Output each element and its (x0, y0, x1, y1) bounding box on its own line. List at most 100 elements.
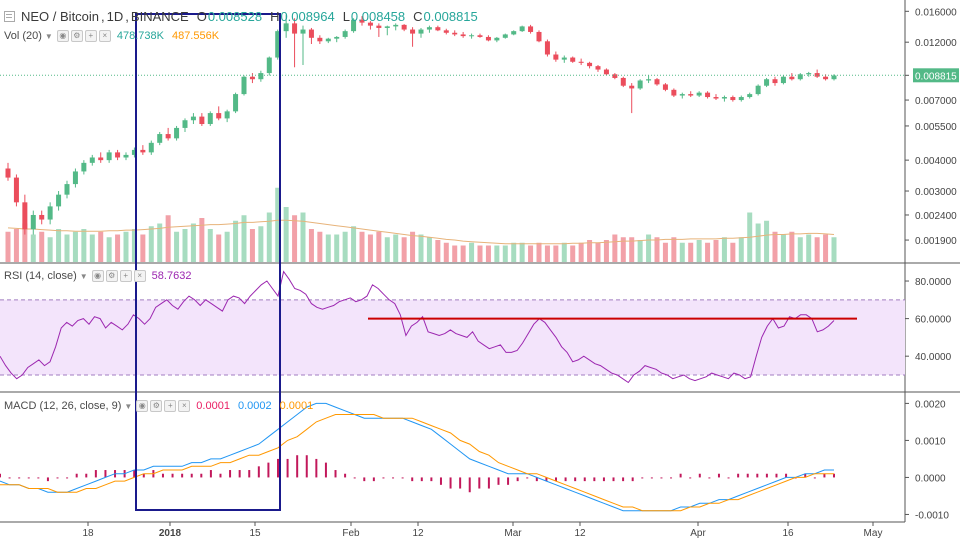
volume-bar (780, 234, 786, 262)
candle-body (570, 57, 576, 62)
volume-bar (696, 240, 702, 262)
volume-bar (806, 234, 812, 262)
volume-bar (662, 242, 668, 262)
volume-bar (190, 223, 196, 262)
volume-bar (561, 242, 567, 262)
volume-bar (13, 229, 19, 262)
eye-icon[interactable]: ◉ (136, 400, 149, 412)
time-tick-label: Apr (690, 528, 706, 539)
candle-body (595, 66, 601, 70)
volume-bar (300, 212, 306, 262)
volume-bar (334, 234, 340, 262)
candle-body (587, 62, 593, 67)
candle-body (376, 25, 382, 28)
time-tick-label: 12 (574, 528, 586, 539)
symbol-name[interactable]: NEO / Bitcoin (21, 9, 100, 24)
candle-body (721, 97, 727, 99)
candle-body (39, 214, 45, 220)
candle-body (637, 80, 643, 89)
price-tick-label: 0.012000 (915, 38, 957, 49)
volume-bar (544, 245, 550, 262)
volume-bar (39, 231, 45, 262)
candle-body (561, 57, 567, 60)
ohlc-value: 0.008528 (207, 9, 263, 24)
candle-body (688, 94, 694, 96)
candle-body (342, 31, 348, 37)
gear-icon[interactable]: ⚙ (70, 30, 83, 42)
volume-bar (502, 245, 508, 262)
candle-body (216, 113, 222, 119)
ohlc-key: C (413, 9, 423, 24)
volume-bar (384, 237, 390, 262)
volume-bar (115, 234, 121, 262)
rsi-value: 58.7632 (151, 270, 192, 282)
ohlc-values: O0.008528 H0.008964 L0.008458 C0.008815 (189, 9, 478, 24)
close-icon[interactable]: × (178, 400, 191, 412)
candle-body (266, 57, 272, 74)
volume-bar (603, 240, 609, 262)
volume-bar (182, 229, 188, 262)
candle-body (131, 149, 137, 155)
candle-body (755, 85, 761, 95)
time-tick-label: 15 (249, 528, 261, 539)
volume-bar (351, 226, 357, 262)
candle-body (401, 24, 407, 30)
volume-bar (233, 220, 239, 262)
volume-bar (738, 237, 744, 262)
volume-bar (106, 237, 112, 262)
gear-icon[interactable]: ⚙ (105, 270, 118, 282)
candle-body (5, 168, 11, 178)
plus-icon[interactable]: + (119, 270, 132, 282)
plus-icon[interactable]: + (84, 30, 97, 42)
volume-bar (688, 242, 694, 262)
candle-body (384, 26, 390, 28)
price-tick-label: 0.003000 (915, 187, 957, 198)
volume-bar (831, 237, 837, 262)
candle-body (460, 34, 466, 37)
candle-body (47, 206, 53, 220)
candle-body (578, 61, 584, 63)
volume-bar (536, 242, 542, 262)
candle-body (620, 77, 626, 86)
volume-bar (671, 237, 677, 262)
chevron-down-icon[interactable]: ▼ (44, 31, 53, 41)
candle-body (148, 142, 154, 153)
candle-body (241, 76, 247, 95)
volume-bar (477, 245, 483, 262)
volume-bar (823, 234, 829, 262)
eye-icon[interactable]: ◉ (91, 270, 104, 282)
gear-icon[interactable]: ⚙ (150, 400, 163, 412)
macd-values: 0.0001 0.0002 0.0001 (196, 400, 321, 412)
chevron-down-icon[interactable]: ▼ (79, 271, 88, 281)
rsi-label: RSI (14, close) (4, 270, 77, 282)
candle-body (13, 177, 19, 203)
volume-bar (30, 234, 36, 262)
candle-body (789, 76, 795, 80)
time-tick-label: 18 (82, 528, 94, 539)
interval[interactable]: 1D (106, 9, 124, 24)
candle-body (283, 23, 289, 32)
candle-body (671, 89, 677, 96)
plus-icon[interactable]: + (164, 400, 177, 412)
eye-icon[interactable]: ◉ (56, 30, 69, 42)
candle-body (64, 184, 70, 195)
volume-bar (56, 229, 62, 262)
close-icon[interactable]: × (98, 30, 111, 42)
volume-bar (308, 229, 314, 262)
close-icon[interactable]: × (133, 270, 146, 282)
volume-bar (47, 237, 53, 262)
candle-body (519, 26, 525, 32)
candle-body (292, 23, 298, 34)
candle-body (30, 214, 36, 230)
menu-icon[interactable] (4, 11, 15, 22)
volume-bar (325, 234, 331, 262)
candle-body (705, 92, 711, 98)
candle-body (654, 79, 660, 85)
volume-bar (494, 245, 500, 262)
volume-bar (72, 231, 78, 262)
candle-body (443, 30, 449, 33)
volume-bar (587, 240, 593, 262)
chevron-down-icon[interactable]: ▼ (124, 401, 133, 411)
volume-bar (249, 229, 255, 262)
